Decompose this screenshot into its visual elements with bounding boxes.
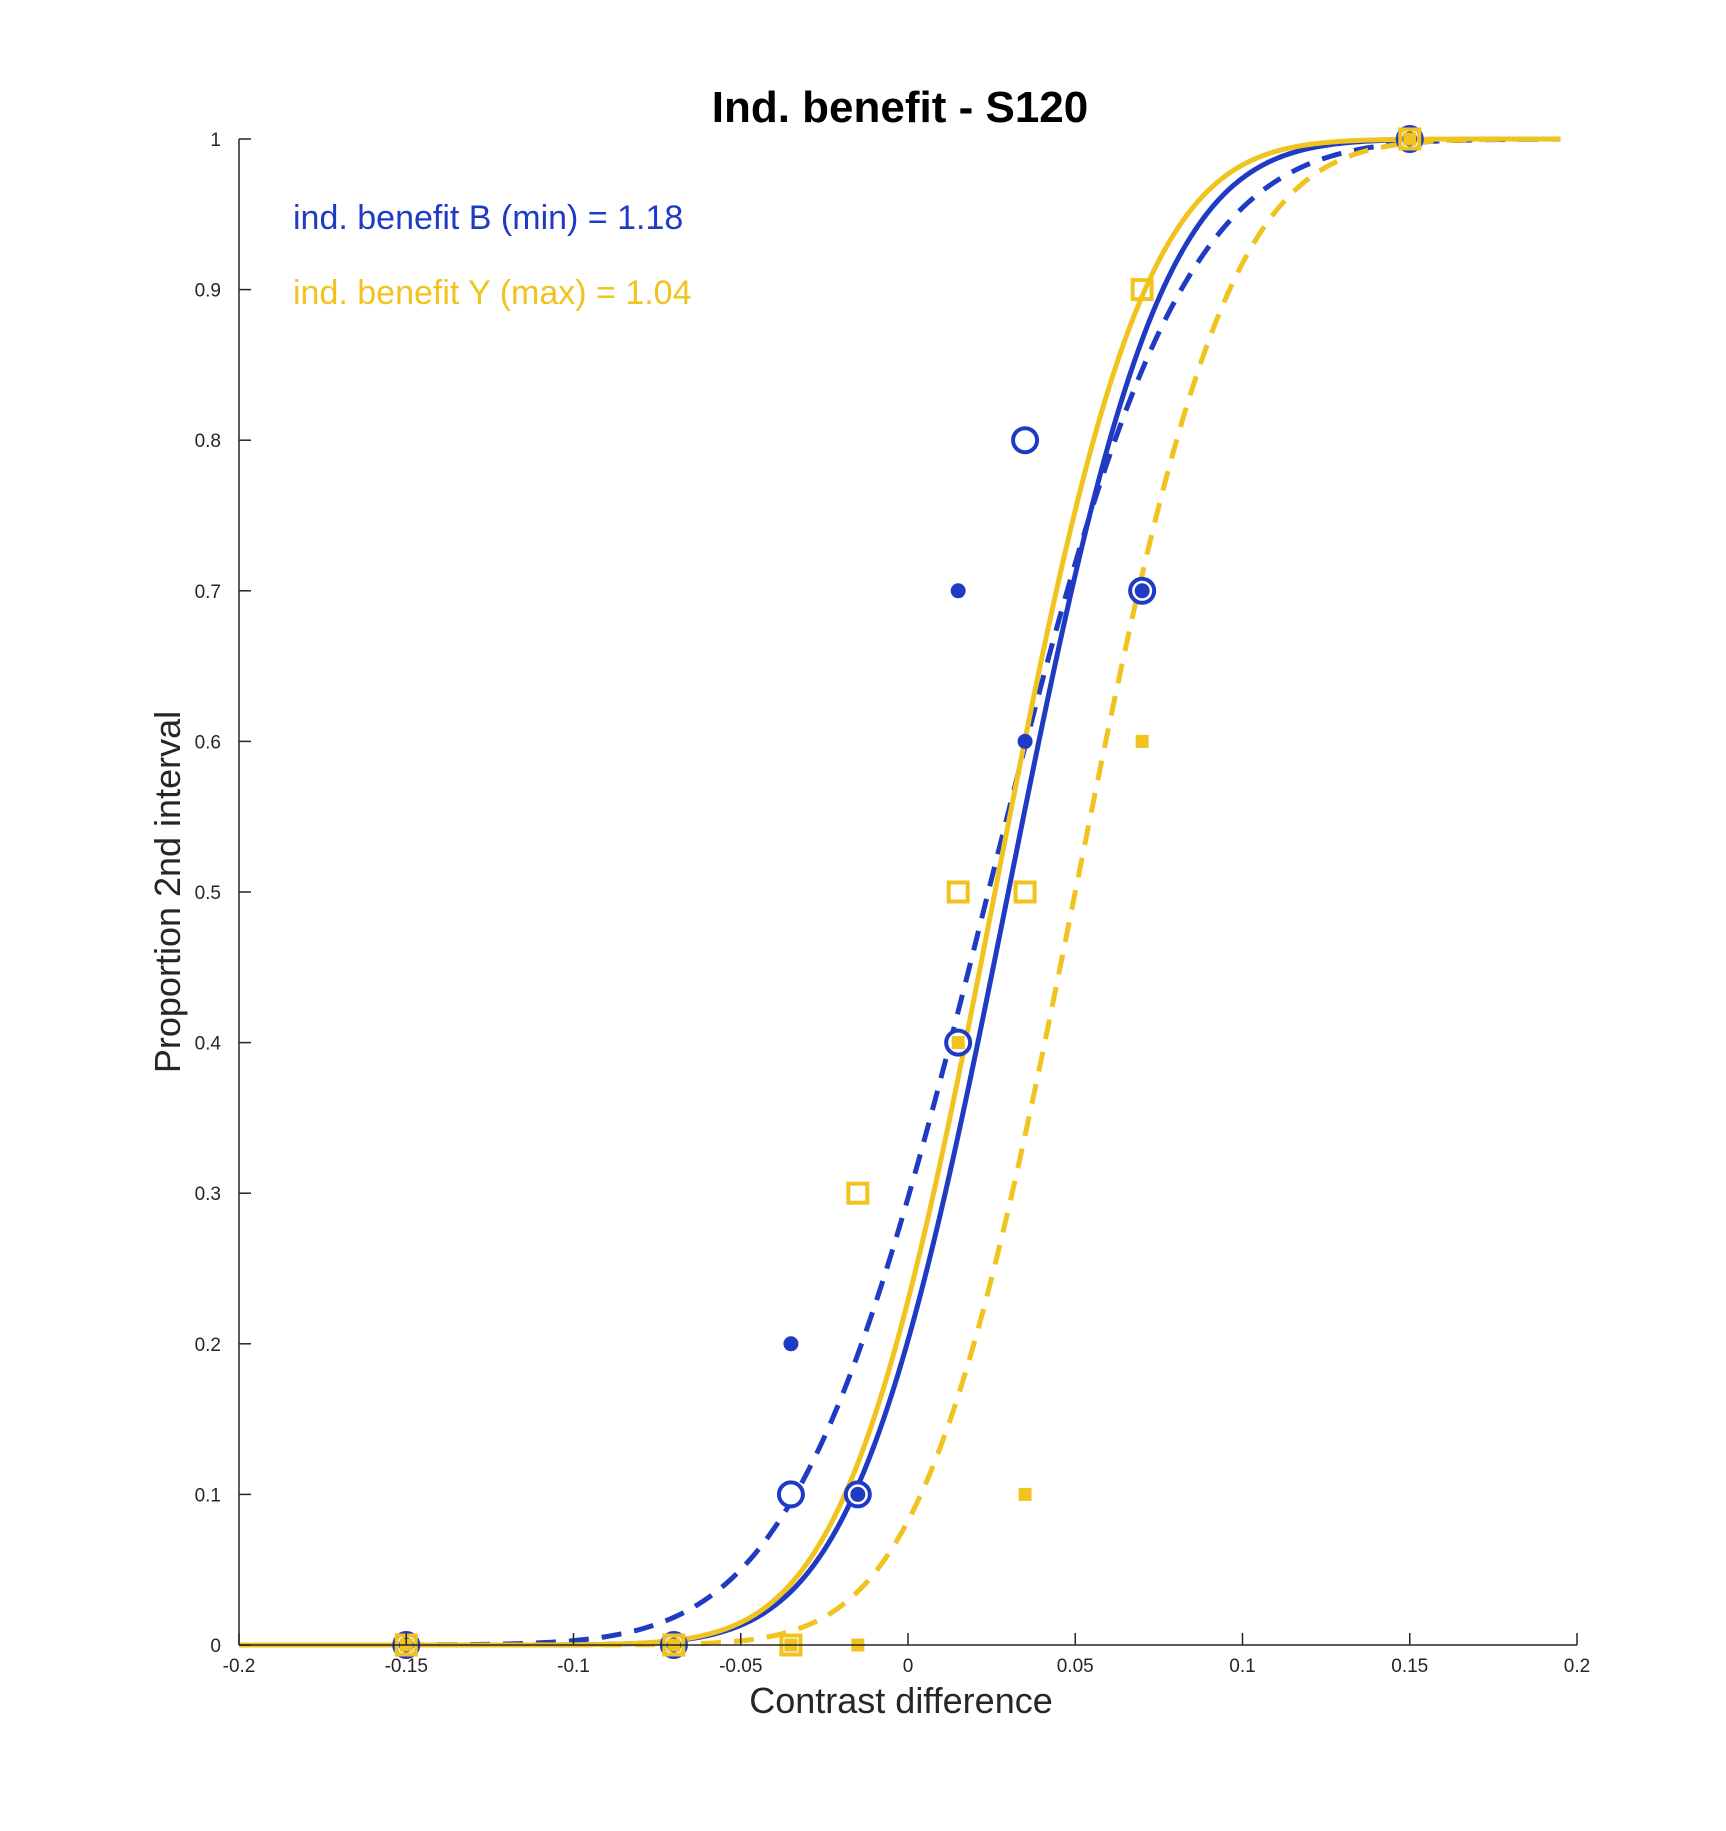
x-tick-label: 0.15 <box>1391 1656 1428 1677</box>
x-tick-label: -0.15 <box>385 1656 428 1677</box>
data-markers <box>392 125 1424 1659</box>
x-tick-label: 0.2 <box>1564 1656 1590 1677</box>
fitted-curves <box>239 136 1561 1648</box>
y-tick-label: 0.1 <box>195 1485 221 1506</box>
yellow-dashed-curve <box>239 136 1561 1648</box>
y-tick-label: 0.8 <box>195 431 221 452</box>
y-tick-label: 0.7 <box>195 582 221 603</box>
annotation-benefit-b: ind. benefit B (min) = 1.18 <box>293 199 683 237</box>
x-ticks: -0.2 -0.15 -0.1 -0.05 0 0.05 0.1 0.15 0.2 <box>223 1633 1590 1677</box>
y-axis-label: Proportion 2nd interval <box>147 711 188 1073</box>
filled-circle-marker <box>1017 733 1033 749</box>
y-tick-label: 0.9 <box>195 281 221 302</box>
annotation-benefit-y: ind. benefit Y (max) = 1.04 <box>293 274 692 312</box>
open-square-marker <box>1398 127 1422 151</box>
axes <box>238 139 1577 1646</box>
filled-square-marker <box>1018 1487 1032 1501</box>
filled-square-marker <box>951 1036 965 1050</box>
filled-circle-marker <box>850 1486 866 1502</box>
filled-square-marker <box>1403 132 1417 146</box>
blue-dashed-curve <box>239 136 1561 1648</box>
chart-title: Ind. benefit - S120 <box>712 83 1089 132</box>
filled-circle-marker <box>1134 583 1150 599</box>
y-tick-label: 0.4 <box>195 1034 222 1055</box>
blue-solid-curve <box>239 137 1410 1648</box>
open-circle-marker <box>1011 426 1040 455</box>
y-tick-label: 0.5 <box>195 883 221 904</box>
x-axis-label: Contrast difference <box>749 1680 1053 1721</box>
open-square-marker <box>1013 880 1037 904</box>
open-square-marker <box>1130 278 1154 302</box>
yellow-solid-curve <box>239 136 1561 1648</box>
y-tick-label: 0.6 <box>195 732 221 753</box>
x-tick-label: 0.1 <box>1229 1656 1255 1677</box>
x-tick-label: -0.1 <box>557 1656 590 1677</box>
open-square-marker <box>846 1181 870 1205</box>
y-tick-label: 0.3 <box>195 1184 221 1205</box>
y-tick-label: 1 <box>210 130 221 151</box>
y-ticks: 0 0.1 0.2 0.3 0.4 0.5 0.6 0.7 0.8 0.9 1 <box>195 130 251 1657</box>
open-square-marker <box>946 880 970 904</box>
x-tick-label: -0.2 <box>223 1656 256 1677</box>
x-tick-label: 0 <box>903 1656 914 1677</box>
y-tick-label: 0 <box>210 1636 221 1657</box>
x-tick-label: -0.05 <box>719 1656 762 1677</box>
open-circle-marker <box>776 1480 805 1509</box>
filled-square-marker <box>1135 734 1149 748</box>
filled-circle-marker <box>950 583 966 599</box>
y-tick-label: 0.2 <box>195 1335 221 1356</box>
x-tick-label: 0.05 <box>1057 1656 1094 1677</box>
filled-circle-marker <box>783 1336 799 1352</box>
